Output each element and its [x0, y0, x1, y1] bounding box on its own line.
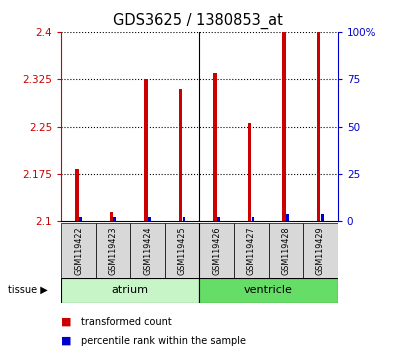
Text: ventricle: ventricle	[244, 285, 293, 295]
Bar	[144, 79, 148, 221]
Text: GSM119424: GSM119424	[143, 226, 152, 275]
Bar	[282, 32, 286, 221]
Text: atrium: atrium	[112, 285, 149, 295]
Bar	[286, 214, 289, 221]
Text: GSM119425: GSM119425	[178, 226, 187, 275]
Text: GSM119429: GSM119429	[316, 226, 325, 275]
Bar	[79, 217, 82, 221]
Bar	[269, 223, 303, 278]
Text: tissue ▶: tissue ▶	[8, 285, 48, 295]
Bar	[317, 32, 320, 221]
Bar	[199, 278, 338, 303]
Bar	[113, 217, 116, 221]
Text: GSM119428: GSM119428	[281, 226, 290, 275]
Text: GSM119422: GSM119422	[74, 226, 83, 275]
Text: GDS3625 / 1380853_at: GDS3625 / 1380853_at	[113, 12, 282, 29]
Text: GSM119426: GSM119426	[212, 226, 221, 275]
Bar	[199, 223, 234, 278]
Bar	[148, 217, 151, 221]
Bar	[96, 223, 130, 278]
Text: GSM119423: GSM119423	[109, 226, 118, 275]
Bar	[248, 124, 251, 221]
Bar	[321, 214, 324, 221]
Bar	[109, 212, 113, 221]
Text: GSM119427: GSM119427	[247, 226, 256, 275]
Bar	[61, 278, 199, 303]
Bar	[303, 223, 338, 278]
Bar	[61, 223, 96, 278]
Bar	[213, 73, 217, 221]
Bar	[252, 217, 254, 221]
Bar	[75, 170, 79, 221]
Bar	[179, 88, 182, 221]
Text: ■: ■	[61, 336, 72, 346]
Bar	[182, 217, 185, 221]
Text: percentile rank within the sample: percentile rank within the sample	[81, 336, 246, 346]
Bar	[165, 223, 199, 278]
Bar	[234, 223, 269, 278]
Text: ■: ■	[61, 317, 72, 327]
Bar	[217, 217, 220, 221]
Text: transformed count: transformed count	[81, 317, 172, 327]
Bar	[130, 223, 165, 278]
